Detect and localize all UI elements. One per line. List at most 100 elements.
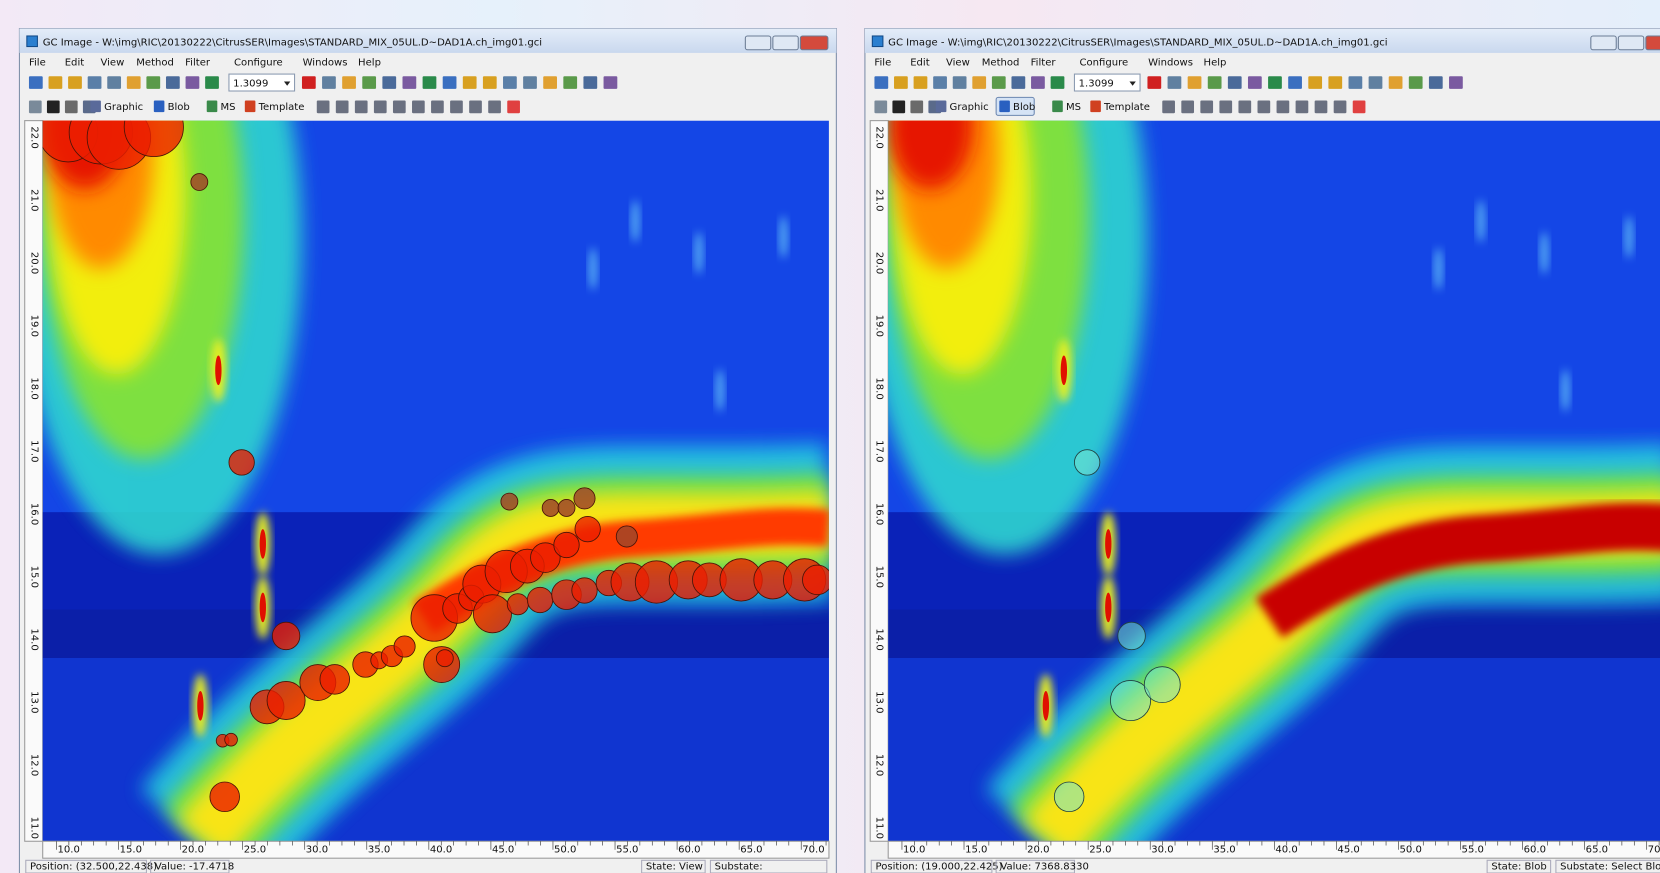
toolbar-button[interactable] [604, 76, 618, 89]
tool-label[interactable]: Graphic [950, 102, 989, 113]
blob[interactable] [1118, 622, 1146, 650]
blob[interactable] [572, 578, 597, 603]
toolbar-button[interactable] [1449, 76, 1463, 89]
blob[interactable] [616, 526, 637, 547]
maximize-button[interactable] [1618, 36, 1643, 50]
tool-button[interactable] [874, 101, 887, 114]
toolbar-button[interactable] [382, 76, 396, 89]
toolbar-button[interactable] [992, 76, 1006, 89]
toolbar-button[interactable] [523, 76, 537, 89]
tool-label[interactable]: MS [220, 102, 235, 113]
blob[interactable] [1054, 782, 1084, 812]
toolbar-button[interactable] [1308, 76, 1322, 89]
blob[interactable] [320, 665, 350, 695]
tool-button[interactable] [317, 101, 330, 114]
tool-button[interactable] [65, 101, 78, 114]
tool-button[interactable] [47, 101, 60, 114]
blob[interactable] [191, 174, 208, 191]
toolbar-button[interactable] [543, 76, 557, 89]
toolbar-button[interactable] [107, 76, 121, 89]
toolbar-button[interactable] [1349, 76, 1363, 89]
toolbar-button[interactable] [342, 76, 356, 89]
tool-button[interactable] [431, 101, 444, 114]
blob[interactable] [575, 516, 600, 541]
toolbar-button[interactable] [563, 76, 577, 89]
toolbar-button[interactable] [1208, 76, 1222, 89]
minimize-button[interactable] [745, 36, 770, 50]
toolbar-button[interactable] [205, 76, 219, 89]
toolbar-button[interactable] [1389, 76, 1403, 89]
menu-item[interactable]: Help [1204, 57, 1227, 68]
toolbar-button[interactable] [1328, 76, 1342, 89]
blob[interactable] [501, 493, 518, 510]
toolbar-button[interactable] [1011, 76, 1025, 89]
tool-button[interactable] [336, 101, 349, 114]
menu-item[interactable]: Help [358, 57, 381, 68]
toolbar-button[interactable] [443, 76, 457, 89]
blob[interactable] [527, 587, 552, 612]
tool-button[interactable] [355, 101, 368, 114]
tool-button[interactable] [374, 101, 387, 114]
menu-item[interactable]: Windows [1148, 57, 1193, 68]
tool-button[interactable] [1334, 101, 1347, 114]
toolbar-button[interactable] [483, 76, 497, 89]
toolbar-button[interactable] [423, 76, 437, 89]
blob[interactable] [473, 595, 511, 633]
menu-item[interactable]: Edit [910, 57, 930, 68]
tool-button[interactable] [1277, 101, 1290, 114]
toolbar-button[interactable] [1248, 76, 1262, 89]
blob[interactable] [554, 532, 579, 557]
tool-button[interactable] [1258, 101, 1271, 114]
menu-item[interactable]: View [100, 57, 124, 68]
toolbar-button[interactable] [1369, 76, 1383, 89]
blob[interactable] [229, 450, 254, 475]
blob[interactable] [507, 594, 528, 615]
menu-item[interactable]: Configure [1080, 57, 1129, 68]
blob[interactable] [210, 782, 240, 812]
toolbar-button[interactable] [186, 76, 200, 89]
menu-item[interactable]: File [874, 57, 891, 68]
toolbar-button[interactable] [894, 76, 908, 89]
tool-label[interactable]: Blob [1013, 102, 1035, 113]
menu-item[interactable]: View [946, 57, 970, 68]
tool-label[interactable]: Graphic [104, 102, 143, 113]
toolbar-button[interactable] [972, 76, 986, 89]
tool-icon[interactable] [154, 101, 165, 113]
tool-button[interactable] [1238, 101, 1251, 114]
tool-icon[interactable] [207, 101, 218, 113]
menu-item[interactable]: File [29, 57, 46, 68]
tool-button[interactable] [892, 101, 905, 114]
menu-item[interactable]: Filter [1031, 57, 1057, 68]
blob[interactable] [1074, 450, 1099, 475]
tool-button[interactable] [507, 101, 520, 114]
tool-button[interactable] [412, 101, 425, 114]
toolbar-button[interactable] [146, 76, 160, 89]
toolbar-button[interactable] [1429, 76, 1443, 89]
toolbar-button[interactable] [302, 76, 316, 89]
toolbar-button[interactable] [1168, 76, 1182, 89]
tool-button[interactable] [1315, 101, 1328, 114]
toolbar-button[interactable] [49, 76, 63, 89]
tool-button[interactable] [1181, 101, 1194, 114]
toolbar-button[interactable] [127, 76, 141, 89]
toolbar-button[interactable] [583, 76, 597, 89]
toolbar-button[interactable] [1409, 76, 1423, 89]
toolbar-button[interactable] [933, 76, 947, 89]
menu-item[interactable]: Filter [185, 57, 211, 68]
close-button[interactable] [800, 36, 828, 50]
toolbar-button[interactable] [88, 76, 102, 89]
blob[interactable] [542, 499, 559, 516]
toolbar-button[interactable] [1228, 76, 1242, 89]
toolbar-button[interactable] [362, 76, 376, 89]
close-button[interactable] [1646, 36, 1660, 50]
tool-button[interactable] [1219, 101, 1232, 114]
toolbar-button[interactable] [322, 76, 336, 89]
tool-icon[interactable] [245, 101, 256, 113]
toolbar-button[interactable] [503, 76, 517, 89]
toolbar-button[interactable] [1147, 76, 1161, 89]
tool-icon[interactable] [90, 101, 101, 113]
tool-icon[interactable] [1052, 101, 1063, 113]
tool-label[interactable]: Template [1103, 102, 1150, 113]
toolbar-button[interactable] [1031, 76, 1045, 89]
tool-label[interactable]: MS [1066, 102, 1081, 113]
